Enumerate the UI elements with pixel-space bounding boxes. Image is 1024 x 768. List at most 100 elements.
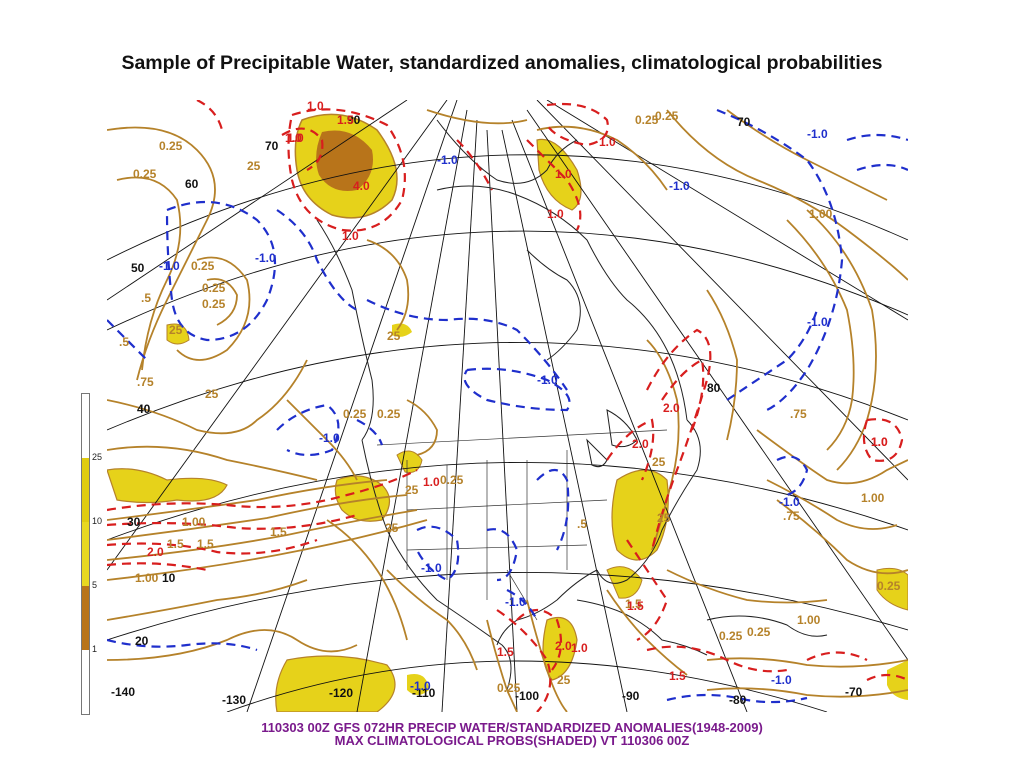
- negative-anomaly-labels: -1.0 -1.0 -1.0 -1.0 -1.0 -1.0 -1.0 -1.0 …: [159, 127, 828, 693]
- colorbar-tick-5: 5: [92, 580, 98, 590]
- pw-label: 0.25: [133, 167, 157, 181]
- pw-label: 0.25: [719, 629, 743, 643]
- coordinate-labels: 70 60 50 40 30 20 10 90 80 70 -140 -130 …: [111, 113, 863, 707]
- political-boundaries: [376, 429, 668, 621]
- pw-label: 1.5: [197, 537, 214, 551]
- anomaly-label: 1.0: [287, 131, 304, 145]
- pw-label: 25: [557, 673, 571, 687]
- negative-anomaly-contours: [107, 108, 908, 704]
- pw-label: 0.25: [497, 681, 521, 695]
- colorbar-segment-5-10: [82, 522, 89, 586]
- pw-label: 1.00: [861, 491, 885, 505]
- anomaly-label: -1.0: [410, 679, 431, 693]
- lat-label-70-east: 70: [737, 115, 751, 129]
- anomaly-label: 4.0: [353, 179, 370, 193]
- anomaly-label: 1.0: [307, 100, 324, 113]
- pw-label: 25: [405, 483, 419, 497]
- anomaly-label: 1.0: [555, 167, 572, 181]
- anomaly-label: -1.0: [807, 315, 828, 329]
- coastlines: [316, 119, 828, 691]
- map-canvas: 70 60 50 40 30 20 10 90 80 70 -140 -130 …: [107, 100, 908, 712]
- lat-label-40: 40: [137, 402, 151, 416]
- lat-label-70: 70: [265, 139, 279, 153]
- lon-label-120: -120: [329, 686, 353, 700]
- lat-label-30: 30: [127, 515, 141, 529]
- positive-anomaly-contours: [107, 100, 908, 712]
- pw-label: 0.25: [655, 109, 679, 123]
- anomaly-label: -1.0: [319, 431, 340, 445]
- pw-label: 25: [385, 521, 399, 535]
- precip-water-contours: [107, 109, 908, 712]
- lon-label-140: -140: [111, 685, 135, 699]
- colorbar-segment-10-25: [82, 458, 89, 522]
- lon-label-90: -90: [622, 689, 640, 703]
- pw-label: 0.25: [191, 259, 215, 273]
- anomaly-label: -1.0: [779, 495, 800, 509]
- pw-label: 25: [169, 323, 183, 337]
- pw-label: 0.25: [877, 579, 901, 593]
- pw-label: 0.25: [635, 113, 659, 127]
- pw-label: .75: [137, 375, 154, 389]
- map-caption-line-2: MAX CLIMATOLOGICAL PROBS(SHADED) VT 1103…: [334, 733, 690, 748]
- lat-label-60: 60: [185, 177, 199, 191]
- lon-label-130: -130: [222, 693, 246, 707]
- anomaly-label: 2.0: [663, 401, 680, 415]
- lat-label-90: 90: [347, 113, 361, 127]
- pw-label: 25: [657, 511, 671, 525]
- anomaly-label: -1.0: [537, 373, 558, 387]
- precip-value-labels: 0.25 0.25 0.25 0.25 0.25 0.25 .5 .5 .75 …: [119, 109, 901, 695]
- pw-label: 0.25: [343, 407, 367, 421]
- weather-map: 70 60 50 40 30 20 10 90 80 70 -140 -130 …: [107, 100, 908, 712]
- anomaly-label: 2.0: [147, 545, 164, 559]
- pw-label: .5: [577, 517, 587, 531]
- colorbar-tick-25: 25: [92, 452, 103, 462]
- pw-label: 1.5: [270, 525, 287, 539]
- pw-label: 0.25: [202, 281, 226, 295]
- pw-label: 0.25: [377, 407, 401, 421]
- lon-label-80: -80: [729, 693, 747, 707]
- anomaly-label: 1.0: [547, 207, 564, 221]
- anomaly-label: 1.0: [599, 135, 616, 149]
- pw-label: 0.25: [202, 297, 226, 311]
- anomaly-label: -1.0: [159, 259, 180, 273]
- anomaly-label: -1.0: [255, 251, 276, 265]
- pw-label: 0.25: [159, 139, 183, 153]
- lat-label-80: 80: [707, 381, 721, 395]
- anomaly-label: 1.0: [342, 229, 359, 243]
- pw-label: 1.00: [135, 571, 159, 585]
- anomaly-label: -1.0: [771, 673, 792, 687]
- anomaly-label: 2.0: [632, 437, 649, 451]
- map-caption-line-1: 110303 00Z GFS 072HR PRECIP WATER/STANDA…: [261, 720, 763, 735]
- colorbar-tick-1: 1: [92, 644, 98, 654]
- pw-label: .5: [119, 335, 129, 349]
- lon-label-110: -110: [412, 686, 436, 700]
- pw-label: 1.5: [625, 597, 642, 611]
- colorbar-segment-above-25: [82, 394, 89, 458]
- anomaly-label: 1.0: [423, 475, 440, 489]
- lat-label-20: 20: [135, 634, 149, 648]
- anomaly-label: -1.0: [505, 595, 526, 609]
- lon-label-100: -100: [515, 689, 539, 703]
- anomaly-label: 1.5: [337, 113, 354, 127]
- pw-label: 0.25: [440, 473, 464, 487]
- pw-label: 1.00: [797, 613, 821, 627]
- anomaly-label: 1.0: [285, 131, 302, 145]
- lat-label-10: 10: [162, 571, 176, 585]
- positive-anomaly-labels: 1.0 1.0 1.0 1.0 1.0 1.0 1.0 1.0 4.0 2.0 …: [147, 100, 888, 683]
- anomaly-label: -1.0: [807, 127, 828, 141]
- pw-label: 1.5: [167, 537, 184, 551]
- pw-label: 0.25: [747, 625, 771, 639]
- anomaly-label: 1.0: [571, 641, 588, 655]
- pw-label: 25: [387, 329, 401, 343]
- pw-label: 25: [652, 455, 666, 469]
- anomaly-label: 1.5: [627, 599, 644, 613]
- anomaly-label: -1.0: [421, 561, 442, 575]
- pw-label: .75: [783, 509, 800, 523]
- anomaly-label: 1.0: [871, 435, 888, 449]
- pw-label: 25: [205, 387, 219, 401]
- colorbar-segment-below-1: [82, 650, 89, 714]
- anomaly-label: 1.5: [669, 669, 686, 683]
- pw-label: .5: [141, 291, 151, 305]
- anomaly-label: -1.0: [669, 179, 690, 193]
- probability-colorbar: [81, 393, 90, 715]
